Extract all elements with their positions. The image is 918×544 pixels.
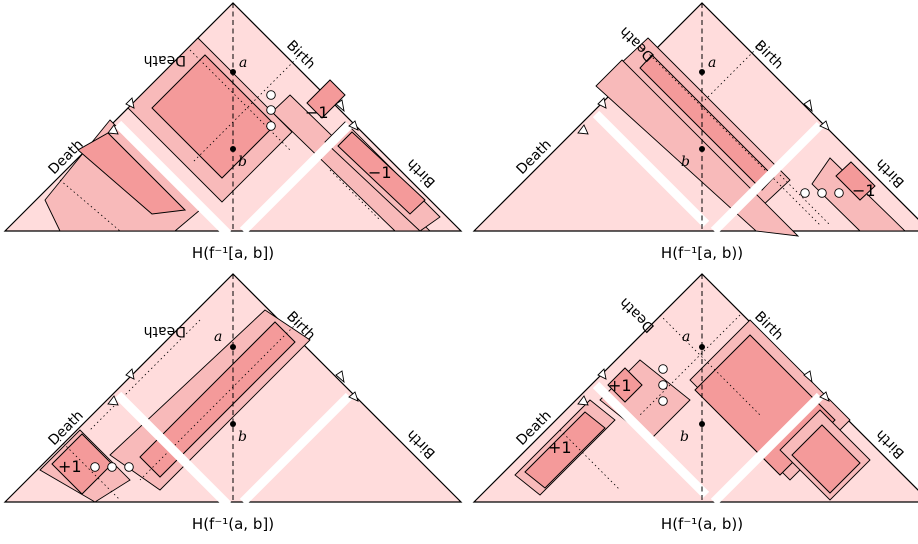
point-b — [230, 421, 236, 427]
point-a — [230, 344, 236, 350]
cut-line — [114, 391, 232, 509]
region-rect — [639, 54, 775, 191]
cut-line — [710, 392, 824, 506]
cut-line — [710, 121, 824, 235]
point-b — [230, 146, 236, 152]
notch-marker — [803, 370, 813, 384]
label-b: b — [238, 429, 247, 445]
multiplicity-label: +1 — [608, 376, 632, 395]
critical-point — [800, 188, 810, 198]
notch-marker — [125, 97, 135, 109]
critical-point — [266, 121, 276, 131]
dotted-line — [559, 429, 621, 491]
label-b: b — [680, 429, 689, 445]
panel-caption: H(f⁻¹(a, b)) — [661, 515, 743, 533]
point-a — [699, 344, 705, 350]
critical-point — [834, 188, 844, 198]
death-label-top: Death — [144, 52, 186, 68]
label-a: a — [682, 329, 690, 345]
dotted-line — [139, 319, 301, 481]
dotted-line — [779, 174, 831, 226]
critical-point — [658, 380, 668, 390]
label-b: b — [681, 154, 690, 170]
dotted-line — [59, 439, 121, 501]
label-a: a — [708, 55, 716, 71]
critical-point — [124, 462, 134, 472]
point-b — [699, 421, 705, 427]
cut-line — [592, 381, 710, 499]
multiplicity-label: +1 — [58, 457, 82, 476]
point-a — [699, 69, 705, 75]
dotted-line — [191, 54, 301, 164]
dotted-line — [329, 169, 381, 221]
cut-line — [239, 121, 353, 235]
notch-marker — [125, 368, 135, 380]
multiplicity-label: −1 — [368, 163, 392, 182]
notch-marker — [597, 368, 607, 380]
notch-marker — [348, 391, 359, 402]
critical-point — [266, 105, 276, 115]
death-label-top: Death — [617, 294, 658, 335]
panel-3: a b Death Death Birth Birth +1 H(f⁻¹(a, … — [3, 273, 463, 533]
panel-caption: H(f⁻¹[a, b]) — [192, 244, 274, 262]
multiplicity-label: −1 — [852, 181, 876, 200]
panel-1: a b Death Death Birth Birth −1 −1 H(f⁻¹[… — [3, 2, 463, 262]
region-rect-lower-left — [77, 132, 187, 215]
label-b: b — [238, 154, 247, 170]
region-rect-minus1-b — [337, 131, 426, 215]
dotted-line — [189, 49, 291, 151]
critical-point — [658, 396, 668, 406]
notch-marker — [107, 124, 119, 135]
notch-marker — [107, 395, 119, 406]
panel-2: a b Death Death Birth Birth −1 H(f⁻¹[a, … — [472, 2, 918, 262]
panel-caption: H(f⁻¹[a, b)) — [661, 244, 743, 262]
cut-line — [114, 120, 232, 238]
region-rect — [151, 54, 276, 179]
notch-marker — [819, 120, 830, 131]
point-a — [230, 69, 236, 75]
critical-point — [90, 462, 100, 472]
critical-point — [817, 188, 827, 198]
notch-marker — [577, 395, 589, 406]
region-rect — [139, 321, 296, 478]
critical-point — [658, 364, 668, 374]
point-b — [699, 146, 705, 152]
region-rect-plus1-b — [524, 411, 606, 489]
region-rect-plus1-a — [607, 367, 643, 403]
cut-line — [592, 110, 710, 228]
panel-caption: H(f⁻¹(a, b]) — [192, 515, 274, 533]
death-label-top: Death — [144, 323, 186, 339]
label-a: a — [239, 55, 247, 71]
region-rect-lower — [791, 424, 861, 494]
dotted-line — [89, 319, 201, 431]
region-rect-minus1 — [835, 161, 876, 201]
multiplicity-label: −1 — [305, 103, 329, 122]
dotted-line — [639, 314, 741, 416]
critical-point — [266, 90, 276, 100]
notch-marker — [335, 99, 345, 113]
notch-marker — [597, 97, 607, 109]
notch-marker — [803, 99, 813, 113]
cut-line — [239, 392, 353, 506]
notch-marker — [577, 124, 589, 135]
label-a: a — [214, 329, 222, 345]
notch-marker — [335, 370, 345, 384]
critical-point — [107, 462, 117, 472]
panel-4: a b Death Death Birth Birth +1 +1 H(f⁻¹(… — [472, 273, 918, 533]
notch-marker — [819, 391, 830, 402]
multiplicity-label: +1 — [548, 438, 572, 457]
region-rect-minus1-a — [306, 79, 346, 119]
dotted-line — [639, 44, 821, 226]
notch-marker — [348, 120, 359, 131]
dotted-line — [659, 314, 761, 416]
